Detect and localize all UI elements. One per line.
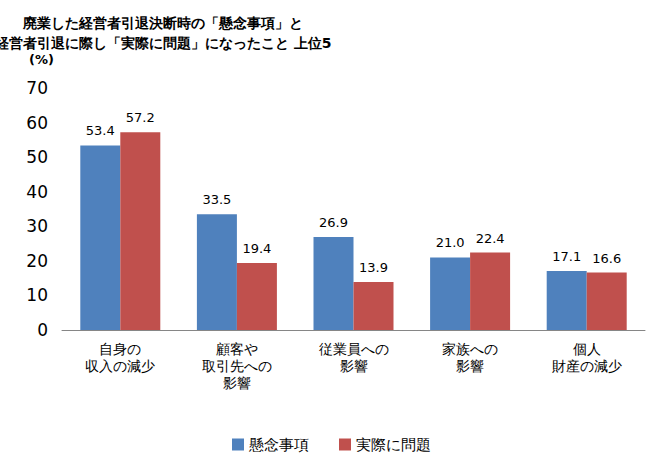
svg-text:60: 60 (26, 113, 48, 133)
svg-text:従業員への: 従業員への (319, 341, 389, 357)
svg-text:16.6: 16.6 (592, 251, 621, 266)
svg-text:財産の減少: 財産の減少 (552, 358, 622, 374)
svg-text:取引先への: 取引先への (202, 358, 272, 374)
svg-text:40: 40 (26, 182, 48, 202)
svg-text:収入の減少: 収入の減少 (85, 358, 155, 374)
svg-text:13.9: 13.9 (359, 260, 388, 275)
svg-text:57.2: 57.2 (126, 110, 155, 125)
svg-text:影響: 影響 (223, 375, 251, 391)
svg-text:19.4: 19.4 (242, 241, 271, 256)
svg-text:33.5: 33.5 (202, 192, 231, 207)
svg-text:30: 30 (26, 216, 48, 236)
svg-text:10: 10 (26, 285, 48, 305)
svg-text:自身の: 自身の (99, 341, 141, 357)
svg-text:経営者引退に際し「実際に問題」になったこと 上位5: 経営者引退に際し「実際に問題」になったこと 上位5 (0, 35, 332, 51)
svg-text:顧客や: 顧客や (216, 341, 258, 357)
svg-text:22.4: 22.4 (476, 231, 505, 246)
svg-text:50: 50 (26, 147, 48, 167)
svg-text:影響: 影響 (340, 358, 368, 374)
svg-text:17.1: 17.1 (552, 249, 581, 264)
svg-text:個人: 個人 (573, 341, 601, 357)
svg-text:懸念事項: 懸念事項 (248, 436, 309, 454)
svg-text:影響: 影響 (456, 358, 484, 374)
svg-text:26.9: 26.9 (319, 215, 348, 230)
svg-text:20: 20 (26, 251, 48, 271)
svg-text:廃業した経営者引退決断時の「懸念事項」と: 廃業した経営者引退決断時の「懸念事項」と (22, 15, 303, 31)
svg-text:家族への: 家族への (442, 341, 498, 357)
svg-text:70: 70 (26, 78, 48, 98)
svg-text:21.0: 21.0 (436, 235, 465, 250)
svg-text:0: 0 (37, 320, 48, 340)
svg-text:実際に問題: 実際に問題 (356, 436, 431, 454)
svg-text:53.4: 53.4 (86, 123, 115, 138)
svg-text:(%): (%) (29, 52, 54, 67)
